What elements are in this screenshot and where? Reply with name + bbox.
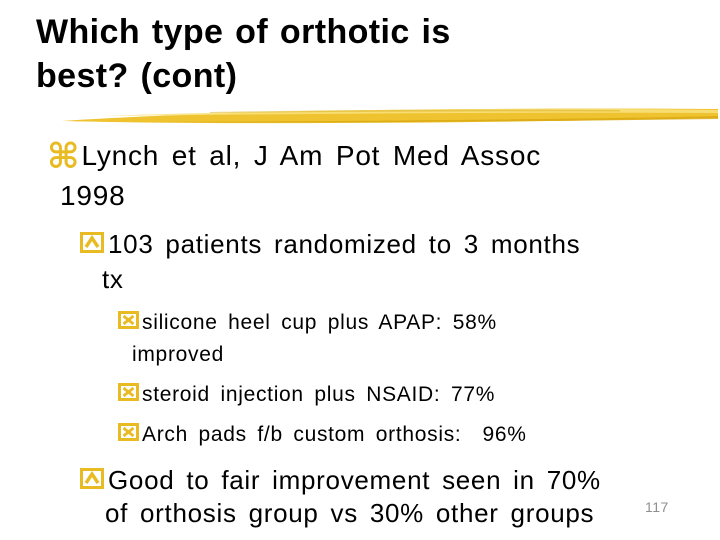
list-item: 103 patients randomized to 3 months tx bbox=[80, 227, 580, 297]
x-box-bullet-icon bbox=[118, 423, 139, 441]
x-box-bullet-icon bbox=[118, 383, 139, 401]
list-item-text: Good to fair improvement seen in 70% bbox=[108, 465, 601, 495]
slide-title: Which type of orthotic is best? (cont) bbox=[36, 10, 636, 98]
list-item-text: Lynch et al, J Am Pot Med Assoc bbox=[81, 140, 541, 171]
brush-stroke-underline bbox=[60, 101, 720, 129]
list-item: Good to fair improvement seen in 70% of … bbox=[80, 464, 601, 530]
list-item-text: 103 patients randomized to 3 months bbox=[108, 229, 581, 259]
list-item-text: steroid injection plus NSAID: 77% bbox=[142, 383, 496, 406]
brush-stroke-graphic bbox=[62, 108, 718, 124]
list-item-text: improved bbox=[132, 343, 224, 366]
command-clover-bullet-icon: ⌘ bbox=[47, 137, 80, 177]
list-item-text: 1998 bbox=[60, 180, 126, 211]
caret-box-bullet-icon bbox=[80, 468, 104, 489]
list-item: Arch pads f/b custom orthosis: 96% bbox=[118, 419, 527, 451]
list-item-text: of orthosis group vs 30% other groups bbox=[105, 498, 595, 528]
list-item-text: tx bbox=[102, 264, 124, 294]
list-item-text: Arch pads f/b custom orthosis: 96% bbox=[142, 423, 527, 446]
list-item: silicone heel cup plus APAP: 58% improve… bbox=[118, 307, 497, 371]
slide-title-line: Which type of orthotic is bbox=[36, 13, 451, 51]
slide-title-line: best? (cont) bbox=[36, 57, 238, 95]
list-item: steroid injection plus NSAID: 77% bbox=[118, 379, 495, 411]
x-box-bullet-icon bbox=[118, 311, 139, 329]
slide-page-number: 117 bbox=[645, 499, 669, 515]
list-item: ⌘Lynch et al, J Am Pot Med Assoc 1998 bbox=[47, 136, 541, 216]
list-item-text: silicone heel cup plus APAP: 58% bbox=[142, 311, 497, 334]
caret-box-bullet-icon bbox=[80, 232, 104, 253]
